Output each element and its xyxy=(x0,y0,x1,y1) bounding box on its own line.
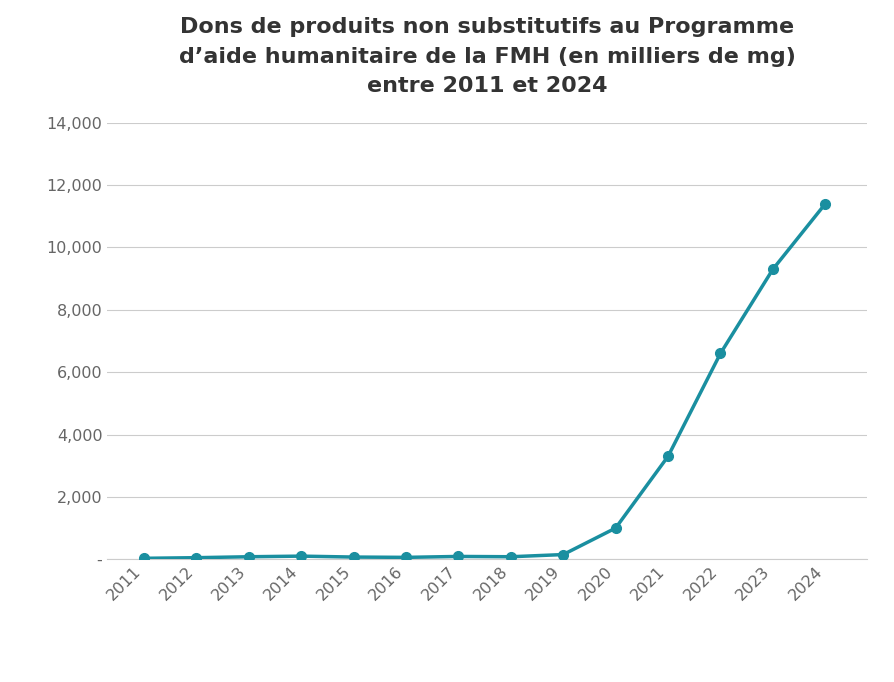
Title: Dons de produits non substitutifs au Programme
d’aide humanitaire de la FMH (en : Dons de produits non substitutifs au Pro… xyxy=(179,17,796,96)
